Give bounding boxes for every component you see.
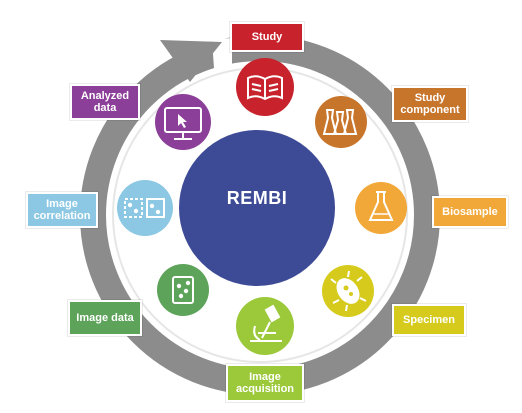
bacterium-icon (330, 270, 367, 312)
image-data-node (157, 264, 209, 316)
analyzed-data-node (155, 94, 211, 150)
image-correlation-node (117, 180, 173, 236)
book-icon (247, 75, 283, 101)
image-compare-icon (124, 198, 165, 218)
microscope-icon (250, 304, 282, 342)
monitor-cursor-icon (164, 107, 202, 140)
rembi-center-circle (179, 130, 335, 286)
study-component-node (315, 96, 367, 148)
label-study-component: Study component (392, 86, 468, 122)
image-file-icon (172, 276, 194, 304)
label-image-correlation: Image correlation (26, 192, 98, 228)
erlenmeyer-flask-icon (368, 191, 394, 221)
label-study: Study (230, 22, 304, 52)
specimen-node (322, 265, 374, 317)
label-analyzed-data: Analyzed data (70, 84, 140, 120)
image-acquisition-node (236, 297, 294, 355)
label-image-data: Image data (68, 300, 142, 336)
biosample-node (355, 182, 407, 234)
rembi-title: REMBI (226, 188, 288, 208)
flasks-icon (322, 109, 358, 135)
study-node (236, 58, 294, 116)
label-biosample: Biosample (432, 196, 508, 228)
label-specimen: Specimen (392, 304, 466, 336)
label-image-acquisition: Image acquisition (226, 364, 304, 402)
cycle-arrow-head (160, 40, 222, 82)
